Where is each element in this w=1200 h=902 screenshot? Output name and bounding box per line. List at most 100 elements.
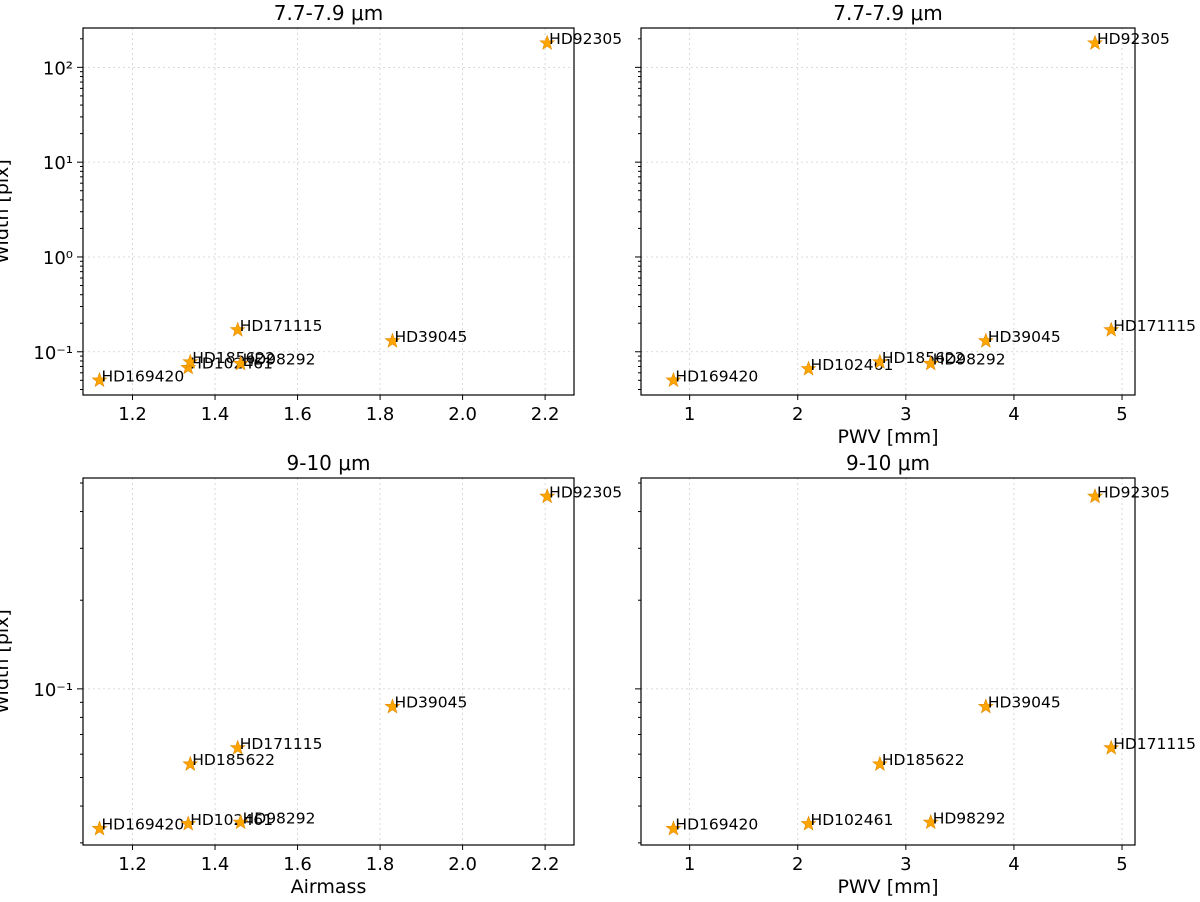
data-point-hd102461	[180, 815, 197, 831]
data-point-hd102461	[800, 815, 817, 831]
data-point-hd171115	[229, 321, 246, 337]
x-axis-label: PWV [mm]	[837, 426, 938, 448]
x-tick-label: 2.0	[448, 404, 477, 425]
point-label: HD98292	[243, 351, 316, 369]
x-tick-label: 5	[1116, 404, 1127, 425]
point-label: HD185622	[882, 751, 965, 769]
subplot-title: 7.7-7.9 μm	[833, 1, 942, 25]
data-point-hd169420	[91, 820, 108, 836]
x-tick-label: 4	[1008, 854, 1019, 875]
data-point-hd102461	[800, 360, 817, 376]
x-tick-label: 1.8	[366, 404, 395, 425]
data-point-hd92305	[1087, 488, 1103, 504]
point-label: HD98292	[243, 809, 316, 827]
x-tick-label: 3	[900, 854, 911, 875]
point-label: HD102461	[190, 811, 273, 829]
point-label: HD39045	[394, 328, 467, 346]
data-point-hd185622	[871, 353, 888, 369]
y-tick-label: 10⁻¹	[33, 343, 73, 364]
point-label: HD169420	[102, 367, 185, 385]
x-tick-label: 2.2	[531, 854, 560, 875]
axes-frame	[82, 477, 575, 846]
y-axis-label: Width [pix]	[0, 159, 13, 264]
x-tick-label: 3	[900, 404, 911, 425]
x-tick-label: 2.2	[531, 404, 560, 425]
y-tick-label: 10¹	[43, 153, 73, 174]
data-point-hd171115	[1103, 739, 1120, 755]
point-label: HD92305	[1097, 30, 1170, 48]
data-point-hd39045	[977, 698, 994, 714]
data-point-hd169420	[91, 371, 108, 388]
subplot-4: 1 2 3 4 5 9-10 μm PWV [mm] HD169420 HD102461 HD98…	[635, 451, 1196, 898]
y-tick-label: 10⁰	[43, 248, 73, 269]
point-label: HD169420	[675, 367, 758, 385]
x-tick-label: 1	[684, 404, 695, 425]
point-label: HD102461	[811, 356, 894, 374]
x-tick-label: 1.2	[118, 404, 147, 425]
point-label: HD92305	[1097, 483, 1170, 501]
subplot-title: 9-10 μm	[287, 451, 371, 475]
x-axis-label: Airmass	[291, 876, 367, 897]
point-label: HD39045	[988, 694, 1061, 712]
point-label: HD171115	[1113, 317, 1196, 335]
point-label: HD102461	[811, 811, 894, 829]
data-point-hd185622	[871, 755, 888, 771]
y-tick-label: 10²	[43, 58, 73, 79]
x-tick-label: 5	[1116, 854, 1127, 875]
subplot-title: 7.7-7.9 μm	[274, 1, 383, 25]
x-tick-label: 2	[792, 854, 803, 875]
data-point-hd98292	[232, 355, 249, 371]
point-label: HD98292	[933, 351, 1006, 369]
data-point-hd39045	[384, 332, 401, 348]
point-label: HD171115	[240, 317, 323, 335]
subplot-1: 1.2 1.4 1.6 1.8 2.0 2.2 10⁻¹ 10⁰ 10¹ 10² 7.7-7.9 μ…	[0, 1, 622, 425]
data-point-hd185622	[182, 755, 199, 771]
point-label: HD39045	[394, 694, 467, 712]
point-label: HD185622	[882, 349, 965, 367]
point-label: HD169420	[102, 816, 185, 834]
x-tick-label: 1.8	[366, 854, 395, 875]
axes-frame	[640, 27, 1136, 396]
data-point-hd171115	[1103, 321, 1120, 337]
x-tick-label: 1	[684, 854, 695, 875]
data-point-hd92305	[539, 488, 556, 504]
x-tick-label: 1.6	[283, 404, 312, 425]
data-point-hd92305	[539, 34, 556, 50]
data-point-hd185622	[182, 353, 199, 369]
data-point-hd92305	[1087, 34, 1103, 50]
subplot-title: 9-10 μm	[846, 451, 930, 475]
subplot-3: 1.2 1.4 1.6 1.8 2.0 2.2 10⁻¹ 9-10 μm Airmass Widt…	[0, 451, 622, 898]
y-tick-label: 10⁻¹	[33, 680, 73, 701]
data-point-hd169420	[665, 820, 682, 836]
x-tick-label: 2.0	[448, 854, 477, 875]
point-label: HD185622	[192, 349, 275, 367]
point-label: HD98292	[933, 809, 1006, 827]
data-point-hd98292	[922, 814, 939, 830]
x-axis-label: PWV [mm]	[837, 876, 938, 897]
point-label: HD169420	[675, 816, 758, 834]
axes-frame	[82, 27, 575, 396]
x-tick-label: 1.6	[283, 854, 312, 875]
point-label: HD171115	[240, 735, 323, 753]
x-tick-label: 4	[1008, 404, 1019, 425]
point-label: HD185622	[192, 751, 275, 769]
data-point-hd169420	[665, 371, 682, 388]
data-point-hd98292	[232, 814, 249, 830]
point-label: HD171115	[1113, 735, 1196, 753]
point-label: HD102461	[190, 355, 273, 373]
x-tick-label: 2	[792, 404, 803, 425]
x-tick-label: 1.4	[201, 404, 230, 425]
x-tick-label: 1.2	[118, 854, 147, 875]
data-point-hd39045	[977, 332, 994, 348]
y-axis-label: Width [pix]	[0, 609, 13, 714]
data-point-hd98292	[922, 355, 939, 371]
point-label: HD92305	[549, 30, 622, 48]
data-point-hd39045	[384, 698, 401, 714]
point-label: HD39045	[988, 328, 1061, 346]
data-point-hd171115	[229, 739, 246, 755]
point-label: HD92305	[549, 483, 622, 501]
axes-frame	[640, 477, 1136, 846]
